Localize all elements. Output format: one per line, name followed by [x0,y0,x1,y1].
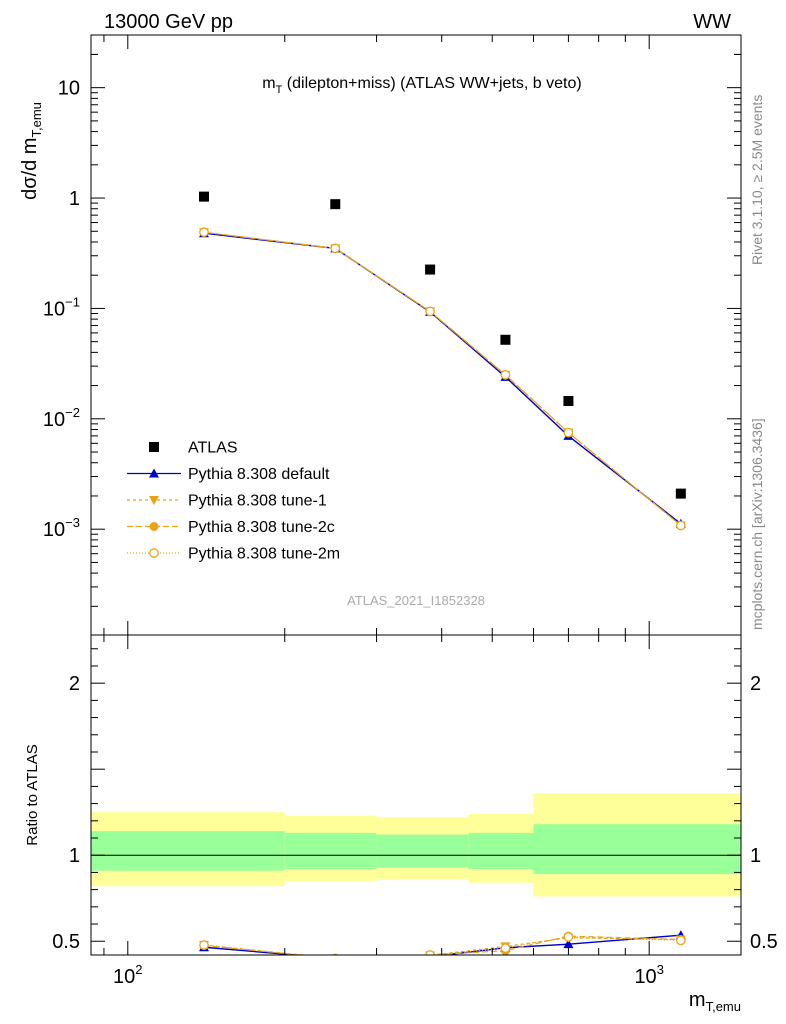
main-line-tune2c [203,231,682,526]
main-point-tune2m [330,243,341,254]
ratio-x-tick-labels: 102 103 [113,962,664,988]
main-y-tick-label: 1 [69,188,80,210]
ratio-y-tick-label-right: 2 [750,673,761,695]
main-point-atlas [563,395,574,406]
main-data-marks [198,191,686,531]
main-y-tick-label: 10−3 [43,515,80,541]
ratio-line-tune1 [203,937,681,955]
main-y-tick-label: 10 [58,78,80,100]
main-point-tune2m [675,520,686,531]
legend-label-tune2m: Pythia 8.308 tune-2m [188,546,340,563]
ratio-line-tune2m [203,936,681,955]
legend-label-default: Pythia 8.308 default [188,466,330,483]
main-y-tick-label: 10−2 [43,405,80,431]
legend-marker-tune2m [149,548,159,558]
ratio-point-default [563,939,574,949]
ratio-y-tick-label-left: 0.5 [52,931,80,953]
main-point-tune2m [563,427,574,438]
rivet-version-label: Rivet 3.1.10, ≥ 2.5M events [749,95,765,265]
ratio-band-inner [284,832,377,869]
x-axis-label: mT,emu [689,989,741,1014]
header-process-label: WW [693,11,731,33]
ratio-line-default [203,934,681,955]
ratio-data-marks [198,930,686,955]
analysis-id-watermark: ATLAS_2021_I1852328 [347,593,485,608]
legend-item-atlas: ATLAS [149,440,238,457]
main-point-atlas [198,191,209,202]
main-point-tune2m [199,227,209,238]
x-tick-label: 102 [113,962,142,988]
ratio-plot-frame [90,634,742,956]
main-panel: 10 1 10−1 10−2 10−3 mT (dilepton+miss) (ATLA… [19,34,742,636]
main-y-tick-label: 10−1 [43,294,80,320]
ratio-band-inner [468,832,534,869]
legend: ATLAS Pythia 8.308 default Pythia 8.308 tu… [127,440,340,563]
ratio-line-tune2c [203,935,681,955]
main-point-atlas [425,264,436,275]
legend-label-tune2c: Pythia 8.308 tune-2c [188,519,335,536]
legend-marker-tune2c [149,522,159,531]
ratio-point-tune2m [199,940,209,950]
x-tick-label: 103 [634,962,663,988]
main-axis-ticks [91,34,741,635]
ratio-y-tick-labels: 2 2 1 1 0.5 0.5 [52,673,778,953]
ratio-y-tick-label-right: 0.5 [750,931,778,953]
main-point-atlas [330,199,341,210]
ratio-band-inner [376,834,469,868]
ratio-point-tune2m [500,943,511,953]
main-plot-title: mT (dilepton+miss) (ATLAS WW+jets, b vet… [262,75,581,96]
ratio-point-tune2m [675,935,686,946]
ratio-band-inner [533,824,741,875]
legend-marker-default [149,468,159,478]
legend-item-tune2c: Pythia 8.308 tune-2c [127,519,335,536]
legend-label-atlas: ATLAS [188,440,238,457]
main-point-atlas [500,334,511,345]
ratio-y-axis-label: Ratio to ATLAS [24,744,41,845]
legend-marker-atlas [149,442,159,452]
main-point-tune2m [500,370,511,380]
legend-marker-tune1 [149,496,159,505]
main-y-tick-labels: 10 1 10−1 10−2 10−3 [43,78,80,542]
ratio-point-tune1 [330,954,341,955]
ratio-point-tune2m [331,953,339,955]
ratio-y-tick-label-left: 1 [69,845,80,867]
header-energy-label: 13000 GeV pp [104,11,233,33]
main-point-tune2m [425,306,435,317]
legend-item-tune1: Pythia 8.308 tune-1 [127,493,327,510]
main-y-axis-label: dσ/d mT,emu [19,102,44,200]
main-point-atlas [675,488,686,499]
ratio-axis-ticks [91,635,741,955]
legend-item-default: Pythia 8.308 default [127,466,330,483]
legend-item-tune2m: Pythia 8.308 tune-2m [127,546,340,563]
ratio-panel: 2 2 1 1 0.5 0.5 102 103 Ratio to ATLAS mT,emu [24,634,778,1014]
ratio-y-tick-label-left: 2 [69,673,80,695]
mcplots-source-label: mcplots.cern.ch [arXiv:1306.3436] [749,418,765,630]
ratio-band-inner [91,831,285,871]
ratio-uncertainty-bands [91,793,741,897]
legend-label-tune1: Pythia 8.308 tune-1 [188,493,327,510]
ratio-y-tick-label-right: 1 [750,845,761,867]
ratio-point-tune2m [563,932,574,942]
